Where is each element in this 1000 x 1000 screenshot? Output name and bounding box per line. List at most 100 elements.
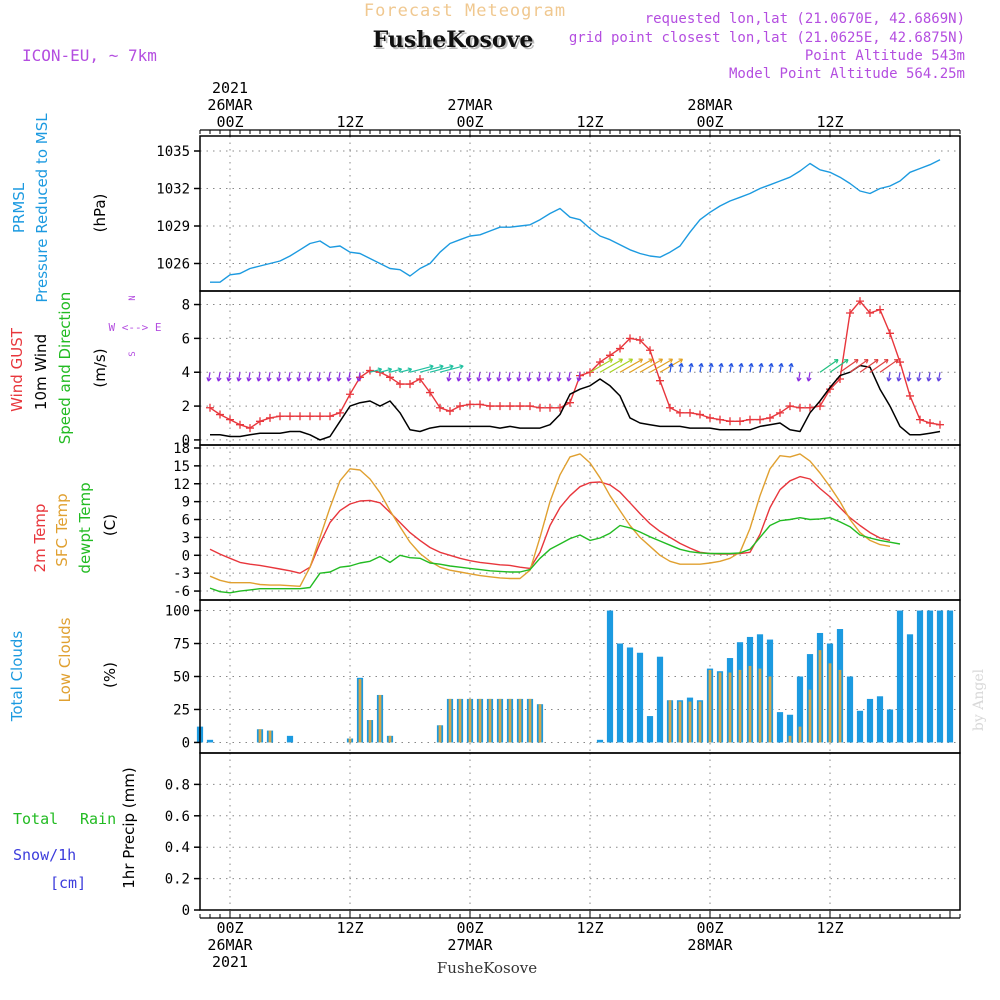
arrow-shaft bbox=[447, 372, 451, 382]
arrow-shaft bbox=[699, 363, 703, 373]
panel-frame-clouds bbox=[199, 599, 961, 754]
bottom-time-label: 27MAR bbox=[447, 936, 493, 954]
wind-direction-arrow bbox=[429, 364, 454, 373]
gust-marker bbox=[566, 398, 574, 407]
wind-direction-arrow bbox=[758, 362, 764, 373]
low-cloud-bar bbox=[348, 738, 352, 743]
arrow-shaft bbox=[567, 372, 571, 382]
gust-marker bbox=[276, 412, 284, 421]
gust-marker bbox=[926, 419, 934, 427]
wind-direction-arrow bbox=[286, 372, 292, 382]
wind-direction-arrow bbox=[316, 372, 322, 382]
y-tick-label: 6 bbox=[182, 331, 190, 347]
total-cloud-bar bbox=[776, 712, 784, 743]
low-cloud-bar bbox=[748, 665, 752, 743]
arrow-shaft bbox=[807, 372, 811, 382]
pressure-label-msl: Pressure Reduced to MSL bbox=[33, 113, 51, 303]
gust-marker bbox=[526, 402, 534, 411]
arrow-head bbox=[346, 377, 352, 382]
arrow-shaft bbox=[389, 368, 402, 373]
arrow-head bbox=[738, 362, 744, 368]
wind-direction-arrow bbox=[496, 372, 502, 382]
arrow-shaft bbox=[887, 372, 891, 382]
arrow-head bbox=[668, 362, 674, 368]
gust-marker bbox=[726, 417, 734, 426]
total-cloud-bar bbox=[596, 739, 604, 743]
wind-direction-arrow bbox=[399, 367, 413, 373]
wind-direction-arrow bbox=[226, 372, 232, 382]
arrow-shaft bbox=[467, 372, 471, 382]
precip-legend-total: Total bbox=[13, 810, 58, 828]
arrow-shaft bbox=[327, 372, 331, 382]
arrow-head bbox=[906, 377, 912, 382]
arrow-shaft bbox=[759, 363, 763, 373]
wind-direction-arrow bbox=[796, 372, 802, 382]
arrow-shaft bbox=[779, 363, 783, 373]
y-tick-label: 1029 bbox=[156, 219, 190, 235]
arrow-head bbox=[936, 377, 942, 382]
gust-marker bbox=[586, 368, 594, 377]
arrow-head bbox=[853, 359, 859, 364]
arrow-head bbox=[678, 358, 684, 364]
bottom-time-label: 00Z bbox=[456, 919, 483, 937]
chart-title: FusheKosove bbox=[373, 27, 534, 53]
y-tick-label: 0.8 bbox=[165, 777, 190, 793]
low-cloud-bar bbox=[388, 735, 392, 743]
arrow-head bbox=[256, 377, 262, 382]
gust-marker bbox=[456, 402, 464, 411]
arrow-shaft bbox=[797, 372, 801, 382]
arrow-head bbox=[407, 367, 413, 373]
total-cloud-bar bbox=[636, 652, 644, 743]
low-cloud-bar bbox=[728, 672, 732, 743]
wind-direction-arrow bbox=[599, 358, 624, 373]
low-cloud-bar bbox=[468, 698, 472, 743]
wind-gust-label: Wind GUST bbox=[8, 327, 26, 412]
wind-direction-arrow bbox=[806, 372, 812, 382]
arrow-shaft bbox=[429, 365, 454, 373]
arrow-head bbox=[638, 358, 644, 364]
arrow-head bbox=[768, 362, 774, 368]
low-cloud-bar bbox=[478, 698, 482, 743]
gust-marker bbox=[696, 410, 704, 419]
gust-marker bbox=[436, 403, 444, 412]
arrow-head bbox=[833, 359, 839, 364]
gust-marker bbox=[216, 410, 224, 419]
gust-marker bbox=[766, 413, 774, 422]
total-cloud-bar bbox=[606, 610, 614, 743]
wind-direction-arrow bbox=[389, 367, 403, 373]
arrow-shaft bbox=[409, 365, 434, 373]
gust-marker bbox=[346, 390, 354, 399]
arrow-head bbox=[476, 377, 482, 382]
arrow-shaft bbox=[257, 372, 261, 382]
gust-marker bbox=[776, 408, 784, 417]
arrow-shaft bbox=[599, 358, 623, 373]
arrow-shaft bbox=[337, 372, 341, 382]
low-cloud-bar bbox=[828, 663, 832, 743]
arrow-head bbox=[536, 377, 542, 382]
low-cloud-bar bbox=[738, 669, 742, 743]
arrow-shaft bbox=[267, 372, 271, 382]
top-time-label: 12Z bbox=[336, 113, 363, 131]
gust-marker bbox=[756, 415, 764, 424]
arrow-head bbox=[886, 377, 892, 382]
gust-marker bbox=[496, 402, 504, 411]
credit-watermark: by Angel bbox=[971, 668, 987, 731]
total-cloud-bar bbox=[846, 676, 854, 743]
pressure-label-prmsl: PRMSL bbox=[10, 182, 28, 233]
low-cloud-bar bbox=[268, 730, 272, 743]
low-cloud-bar bbox=[838, 669, 842, 743]
low-cloud-bar bbox=[718, 672, 722, 743]
wind-unit: (m/s) bbox=[91, 348, 109, 387]
low-cloud-bar bbox=[358, 679, 362, 743]
total-cloud-bar bbox=[616, 643, 624, 743]
y-tick-label: 12 bbox=[173, 477, 190, 493]
chart-title-shadow: FusheKosove bbox=[375, 29, 536, 55]
wind-direction-arrow bbox=[748, 362, 754, 373]
y-tick-label: 15 bbox=[173, 459, 190, 475]
total-cloud-bar bbox=[916, 610, 924, 743]
arrow-shaft bbox=[557, 372, 561, 382]
y-tick-label: 1026 bbox=[156, 257, 190, 273]
wind-direction-arrow bbox=[326, 372, 332, 382]
wind-direction-arrow bbox=[296, 372, 302, 382]
arrow-shaft bbox=[487, 372, 491, 382]
